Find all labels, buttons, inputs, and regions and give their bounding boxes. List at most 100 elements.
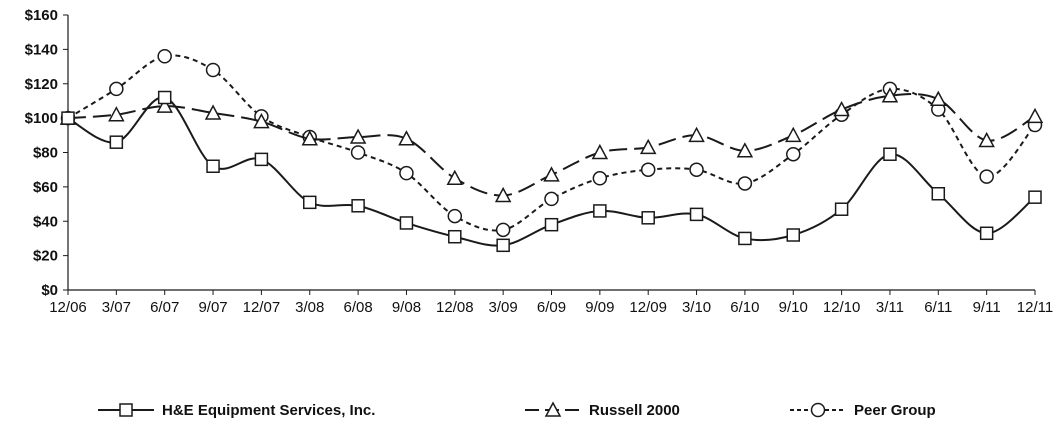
y-tick-label: $60 [33,179,58,196]
data-point-triangle [494,186,512,203]
x-tick-label: 3/11 [876,299,904,316]
data-point-square [641,211,655,225]
legend-item-russell-2000: Russell 2000 [525,401,680,419]
data-point-circle [495,222,511,238]
data-point-triangle [591,143,609,160]
legend-square-icon [119,403,133,417]
x-tick-label: 12/10 [823,299,861,316]
data-point-square [448,229,462,244]
y-tick-label: $100 [25,110,58,127]
data-point-square [738,231,752,246]
y-axis-ticks: $0 $20 $40 $60 $80 $100 $120 $140 $160 [25,7,68,299]
data-point-circle [786,146,801,162]
data-point-triangle [978,131,995,148]
x-tick-label: 12/09 [629,299,667,316]
chart-series [59,49,1044,253]
data-point-circle [592,171,608,186]
data-point-square [786,228,800,242]
x-tick-label: 6/09 [537,299,566,316]
series-russell-2000 [59,87,1044,203]
x-tick-label: 12/06 [49,299,87,316]
chart-legend: H&E Equipment Services, Inc. Russell 2000… [98,401,936,419]
data-point-circle [205,62,221,78]
data-point-square [61,111,75,125]
x-tick-label: 3/09 [489,299,518,316]
y-tick-label: $140 [25,41,58,58]
series-peer-group [60,49,1043,238]
x-tick-label: 9/08 [392,299,421,316]
data-point-square [157,90,172,105]
data-point-triangle [446,169,464,186]
data-point-square [931,187,946,201]
data-point-triangle [108,106,125,122]
data-point-triangle [543,166,560,182]
x-tick-label: 9/07 [198,299,227,316]
data-point-circle [689,162,704,177]
data-point-square [883,147,897,161]
data-point-circle [544,191,559,207]
y-tick-label: $0 [41,282,58,299]
data-point-square [496,238,510,253]
data-point-triangle [881,87,899,103]
data-point-triangle [639,138,657,155]
y-tick-label: $120 [25,76,58,93]
series-h-e-equipment-services-inc [61,90,1042,253]
data-point-square [351,199,365,213]
x-tick-label: 12/08 [436,299,474,316]
data-point-square [399,216,414,230]
legend-triangle-icon [544,401,562,417]
data-point-square [109,135,124,149]
data-point-square [593,204,607,218]
x-tick-label: 6/10 [730,299,759,316]
data-point-circle [979,169,994,184]
x-tick-label: 9/09 [585,299,614,316]
data-point-circle [447,208,463,224]
data-point-square [979,226,994,241]
x-tick-label: 9/11 [973,299,1001,316]
data-point-triangle [736,142,754,158]
data-point-triangle [784,126,802,143]
x-tick-label: 9/10 [779,299,808,316]
x-tick-label: 12/11 [1017,299,1053,316]
x-tick-label: 3/07 [102,299,131,316]
data-point-square [206,159,220,173]
data-point-square [1028,190,1042,204]
data-point-circle [350,145,366,160]
x-tick-label: 6/08 [343,299,372,316]
x-tick-label: 6/11 [924,299,952,316]
data-point-triangle [688,126,705,143]
legend-label: Peer Group [854,402,936,419]
y-tick-label: $20 [33,248,58,265]
x-tick-label: 3/08 [295,299,324,316]
data-point-circle [109,81,124,97]
data-point-triangle [349,128,367,144]
data-point-square [254,152,269,167]
x-axis-ticks: 12/06 3/07 6/07 9/07 12/07 3/08 6/08 9/08 12/08 3… [49,290,1053,316]
y-tick-label: $40 [33,213,58,230]
data-point-triangle [1026,107,1044,124]
legend-circle-icon [810,402,826,418]
data-point-square [689,207,704,222]
y-tick-label: $80 [33,145,58,162]
legend-item-peer-group: Peer Group [790,402,936,419]
data-point-triangle [204,104,222,120]
data-point-triangle [156,97,173,113]
x-tick-label: 6/07 [150,299,179,316]
legend-label: Russell 2000 [589,402,680,419]
x-tick-label: 3/10 [682,299,711,316]
data-point-triangle [930,90,947,106]
data-point-square [544,217,559,232]
legend-label: H&E Equipment Services, Inc. [162,402,375,419]
data-point-triangle [253,112,270,129]
data-point-circle [640,162,656,177]
data-point-circle [399,165,414,181]
x-tick-label: 12/07 [243,299,281,316]
y-tick-label: $160 [25,7,58,24]
legend-item-h-e-equipment-services-inc: H&E Equipment Services, Inc. [98,402,375,419]
data-point-square [303,195,317,210]
data-point-triangle [301,130,319,146]
data-point-triangle [398,130,415,146]
data-point-circle [157,49,172,64]
data-point-circle [737,176,753,191]
